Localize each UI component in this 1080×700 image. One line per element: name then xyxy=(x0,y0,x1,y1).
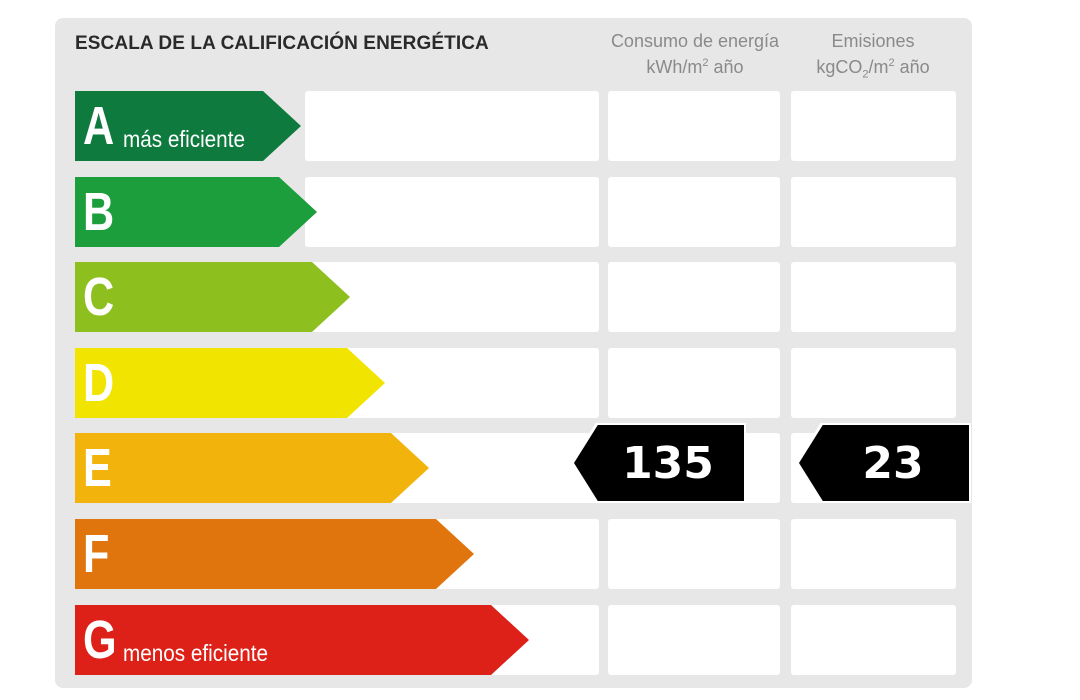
emisiones-header-label: Emisiones xyxy=(831,31,915,51)
consumo-rating-marker: 135 xyxy=(574,425,744,501)
grade-letter: G xyxy=(83,610,117,670)
grade-arrow-d: D xyxy=(75,348,385,418)
consumo-column-header: Consumo de energía kWh/m2 año xyxy=(600,28,790,80)
page-title: ESCALA DE LA CALIFICACIÓN ENERGÉTICA xyxy=(75,33,489,54)
grade-arrow-e: E xyxy=(75,433,429,503)
grade-description: menos eficiente xyxy=(123,640,268,666)
grade-letter: D xyxy=(83,353,115,413)
grade-row-b: B xyxy=(0,177,1080,249)
consumo-cell xyxy=(608,91,780,161)
scale-cell xyxy=(305,177,599,247)
emisiones-cell xyxy=(791,262,956,332)
grade-letter: E xyxy=(83,438,112,498)
grade-arrow-a: A más eficiente xyxy=(75,91,301,161)
consumo-header-unit: kWh/m2 año xyxy=(646,57,744,77)
scale-cell xyxy=(305,91,599,161)
consumo-cell xyxy=(608,177,780,247)
grade-arrow-g: G menos eficiente xyxy=(75,605,529,675)
emisiones-cell xyxy=(791,605,956,675)
grade-row-a: A más eficiente xyxy=(0,91,1080,163)
consumo-header-label: Consumo de energía xyxy=(610,31,780,51)
grade-arrow-c: C xyxy=(75,262,350,332)
consumo-rating-value: 135 xyxy=(622,437,714,489)
emisiones-cell xyxy=(791,348,956,418)
grade-letter: C xyxy=(83,267,115,327)
emisiones-cell xyxy=(791,91,956,161)
consumo-cell xyxy=(608,348,780,418)
emisiones-rating-value: 23 xyxy=(862,437,924,489)
grade-row-f: F xyxy=(0,519,1080,591)
grade-row-g: G menos eficiente xyxy=(0,605,1080,677)
consumo-cell xyxy=(608,519,780,589)
grade-arrow-b: B xyxy=(75,177,317,247)
grade-row-c: C xyxy=(0,262,1080,334)
grade-letter: B xyxy=(83,182,115,242)
emisiones-cell xyxy=(791,519,956,589)
grade-arrow-f: F xyxy=(75,519,474,589)
scale-cell xyxy=(305,262,599,332)
consumo-cell xyxy=(608,605,780,675)
grade-description: más eficiente xyxy=(123,126,245,152)
emisiones-header-unit: kgCO2/m2 año xyxy=(816,57,930,81)
emisiones-rating-marker: 23 xyxy=(799,425,969,501)
emisiones-column-header: Emisiones kgCO2/m2 año xyxy=(788,28,958,80)
consumo-cell xyxy=(608,262,780,332)
emisiones-cell xyxy=(791,177,956,247)
grade-row-d: D xyxy=(0,348,1080,420)
grade-letter: A xyxy=(83,96,115,156)
grade-letter: F xyxy=(83,524,110,584)
